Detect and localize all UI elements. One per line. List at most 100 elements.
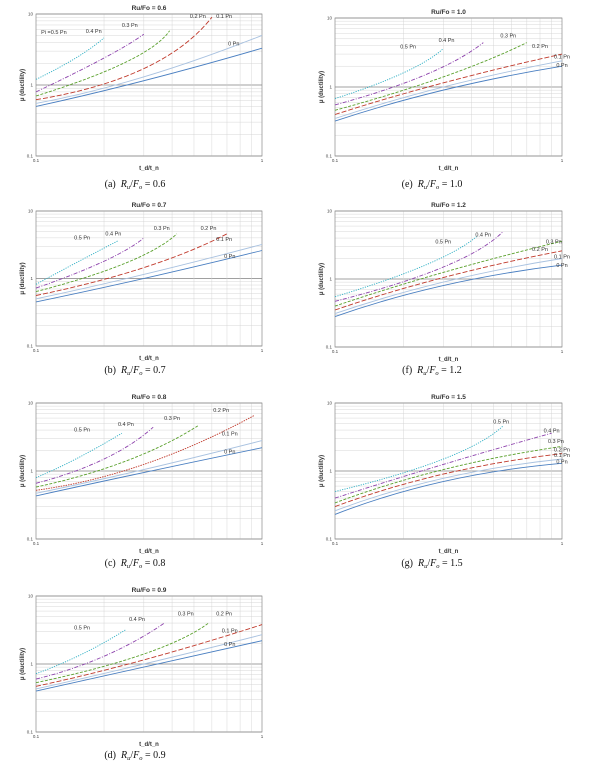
caption-lhs-sub: u bbox=[127, 563, 131, 570]
caption-rhs-sub: o bbox=[139, 563, 143, 570]
caption-rhs-sub: o bbox=[139, 184, 143, 191]
caption-rhs: F bbox=[429, 179, 437, 190]
curve-label: 0.4 Pn bbox=[86, 29, 102, 35]
caption-label: (d) bbox=[104, 750, 121, 761]
chart-panel: Ru/Fo = 0.8 0.1 1 0.1 1 10 t_d/t_n μ (ductility… bbox=[20, 394, 264, 570]
curve-label: 0.4 Pn bbox=[439, 38, 455, 44]
series-line bbox=[334, 258, 563, 315]
series-line bbox=[35, 426, 154, 484]
caption-label: (b) bbox=[104, 365, 121, 376]
chart-panel: Ru/Fo = 0.9 0.1 1 0.1 1 10 t_d/t_n μ (ductility… bbox=[20, 587, 264, 762]
chart-title: Ru/Fo = 0.9 bbox=[132, 587, 167, 594]
y-tick-label: 10 bbox=[327, 401, 333, 406]
x-axis-label: t_d/t_n bbox=[139, 742, 159, 748]
curve-label: Pi =0.5 Pn bbox=[41, 30, 67, 36]
series-line bbox=[35, 16, 213, 101]
caption-rhs-sub: o bbox=[139, 755, 143, 762]
y-tick-label: 0.1 bbox=[326, 537, 333, 542]
chart-title: Ru/Fo = 1.0 bbox=[431, 9, 466, 16]
series-line bbox=[334, 53, 563, 115]
x-axis-label: t_d/t_n bbox=[139, 549, 159, 555]
chart-title: Ru/Fo = 1.2 bbox=[431, 202, 466, 209]
caption-value: = 1.0 bbox=[439, 179, 462, 190]
curve-label: 0 Pn bbox=[556, 63, 567, 69]
curve-label: 0.1 Pn bbox=[222, 629, 238, 635]
curve-label: 0.3 Pn bbox=[500, 34, 516, 40]
series-line bbox=[334, 42, 484, 106]
curve-label: 0.4 Pn bbox=[105, 232, 121, 238]
panel-caption: (c) Ru/Fo = 0.8 bbox=[105, 558, 166, 570]
series-line bbox=[35, 415, 255, 491]
plot-frame bbox=[334, 17, 563, 157]
y-axis-label: μ (ductility) bbox=[20, 69, 26, 101]
series-line bbox=[334, 48, 444, 100]
curve-label: 0.2 Pn bbox=[216, 611, 232, 617]
y-tick-label: 10 bbox=[327, 16, 333, 21]
series-line bbox=[35, 250, 263, 303]
chart-gridlines bbox=[335, 402, 562, 540]
y-tick-label: 1 bbox=[329, 277, 332, 282]
curve-label: 0 Pn bbox=[224, 642, 235, 648]
chart-panel: Ru/Fo = 1.2 0.1 1 0.1 1 10 t_d/t_n μ (ductility… bbox=[319, 202, 570, 377]
curve-label: 0.2 Pn bbox=[554, 447, 570, 453]
chart-panel: Ru/Fo = 0.6 0.1 1 0.1 1 10 t_d/t_n μ (ductility… bbox=[20, 5, 264, 191]
curve-label: 0.3 Pn bbox=[548, 439, 564, 445]
x-tick-label: 0.1 bbox=[332, 349, 339, 354]
caption-slash: / bbox=[130, 365, 133, 376]
series-line bbox=[334, 445, 563, 504]
series-line bbox=[334, 240, 563, 307]
x-tick-label: 1 bbox=[561, 541, 564, 546]
curve-label: 0.2 Pn bbox=[532, 44, 548, 50]
curve-label: 0.3 Pn bbox=[164, 416, 180, 422]
curve-label: 0.1 Pn bbox=[216, 237, 232, 243]
plot-frame bbox=[35, 13, 263, 157]
x-tick-label: 0.1 bbox=[33, 348, 40, 353]
curve-label: 0.2 Pn bbox=[190, 14, 206, 20]
curve-label: 0.4 Pn bbox=[118, 422, 134, 428]
caption-rhs: F bbox=[132, 365, 140, 376]
y-tick-label: 10 bbox=[28, 594, 34, 599]
caption-lhs: R bbox=[416, 365, 423, 376]
plot-frame bbox=[334, 210, 563, 348]
curve-label: 0.4 Pn bbox=[475, 233, 491, 239]
caption-lhs: R bbox=[120, 558, 127, 569]
x-tick-label: 1 bbox=[561, 349, 564, 354]
panel-caption: (g) Ru/Fo = 1.5 bbox=[401, 558, 462, 570]
series-line bbox=[334, 231, 504, 302]
y-tick-label: 1 bbox=[329, 469, 332, 474]
curve-label: 0 Pn bbox=[224, 254, 235, 260]
chart-panel: Ru/Fo = 0.7 0.1 1 0.1 1 10 t_d/t_n μ (ductility… bbox=[20, 202, 264, 377]
series-line bbox=[334, 425, 504, 492]
series-line bbox=[35, 34, 263, 104]
caption-label: (e) bbox=[402, 179, 418, 190]
series-line bbox=[35, 440, 263, 494]
y-tick-label: 1 bbox=[30, 662, 33, 667]
curve-label: 0.3 Pn bbox=[178, 611, 194, 617]
series-line bbox=[35, 447, 263, 497]
plot-frame bbox=[334, 402, 563, 540]
y-tick-label: 0.1 bbox=[326, 154, 333, 159]
chart-gridlines bbox=[335, 210, 562, 348]
curve-label: 0.2 Pn bbox=[201, 226, 217, 232]
y-tick-label: 0.1 bbox=[27, 344, 34, 349]
series-line bbox=[35, 30, 170, 97]
caption-lhs-sub: u bbox=[127, 755, 131, 762]
caption-slash: / bbox=[130, 558, 133, 569]
y-tick-label: 1 bbox=[30, 469, 33, 474]
y-tick-label: 10 bbox=[28, 209, 34, 214]
caption-lhs-sub: u bbox=[127, 370, 131, 377]
caption-slash: / bbox=[427, 365, 430, 376]
plot-frame bbox=[35, 402, 263, 540]
y-tick-label: 0.1 bbox=[326, 345, 333, 350]
series-line bbox=[35, 622, 165, 680]
series-line bbox=[35, 432, 123, 479]
caption-value: = 0.6 bbox=[142, 179, 165, 190]
curve-label: 0.1 Pn bbox=[216, 14, 232, 20]
y-axis-label: μ (ductility) bbox=[319, 263, 325, 295]
y-axis-label: μ (ductility) bbox=[20, 648, 26, 680]
y-tick-label: 1 bbox=[30, 83, 33, 88]
curve-label: 0.4 Pn bbox=[129, 617, 145, 623]
chart-gridlines bbox=[36, 13, 262, 157]
y-tick-label: 1 bbox=[329, 85, 332, 90]
